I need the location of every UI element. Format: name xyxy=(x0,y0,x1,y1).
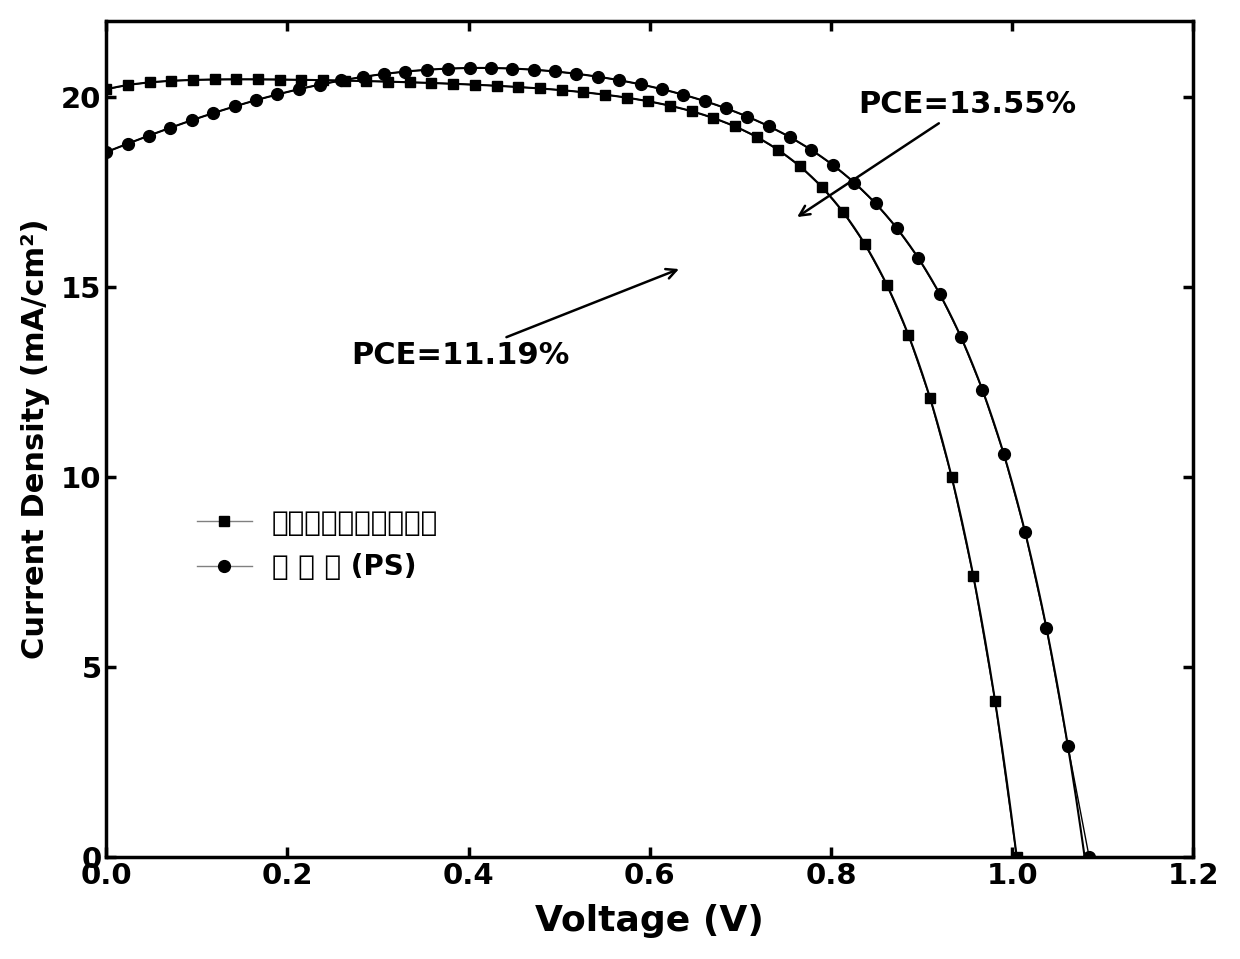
本 发 明 (PS) xyxy=(377,68,392,80)
本 发 明 (PS) xyxy=(526,64,541,76)
本 发 明 (PS) xyxy=(398,66,413,78)
本 发 明 (PS) xyxy=(505,63,520,75)
本 发 明 (PS) xyxy=(484,62,498,74)
现有技术（无界面层） xyxy=(945,472,960,483)
本 发 明 (PS) xyxy=(1039,622,1054,634)
现有技术（无界面层） xyxy=(987,695,1002,707)
现有技术（无界面层） xyxy=(684,105,699,117)
本 发 明 (PS) xyxy=(312,79,327,90)
本 发 明 (PS) xyxy=(185,114,200,126)
现有技术（无界面层） xyxy=(792,160,807,172)
本 发 明 (PS) xyxy=(782,131,797,143)
现有技术（无界面层） xyxy=(229,74,244,85)
现有技术（无界面层） xyxy=(120,80,135,91)
本 发 明 (PS) xyxy=(419,64,434,76)
现有技术（无界面层） xyxy=(662,100,677,111)
现有技术（无界面层） xyxy=(923,392,937,404)
现有技术（无界面层） xyxy=(836,206,851,218)
现有技术（无界面层） xyxy=(771,144,786,155)
本 发 明 (PS) xyxy=(356,71,371,82)
本 发 明 (PS) xyxy=(975,384,990,395)
本 发 明 (PS) xyxy=(227,101,242,112)
本 发 明 (PS) xyxy=(548,66,563,78)
Line: 现有技术（无界面层）: 现有技术（无界面层） xyxy=(102,74,1022,863)
本 发 明 (PS) xyxy=(120,138,135,150)
本 发 明 (PS) xyxy=(634,79,649,90)
本 发 明 (PS) xyxy=(740,111,755,123)
Y-axis label: Current Density (mA/cm²): Current Density (mA/cm²) xyxy=(21,219,50,660)
本 发 明 (PS) xyxy=(99,147,114,158)
本 发 明 (PS) xyxy=(463,62,477,74)
本 发 明 (PS) xyxy=(847,176,862,188)
本 发 明 (PS) xyxy=(889,222,904,234)
现有技术（无界面层） xyxy=(815,181,830,193)
现有技术（无界面层） xyxy=(966,571,981,582)
现有技术（无界面层） xyxy=(467,79,482,90)
本 发 明 (PS) xyxy=(655,83,670,95)
现有技术（无界面层） xyxy=(619,92,634,104)
现有技术（无界面层） xyxy=(901,329,916,340)
本 发 明 (PS) xyxy=(1081,852,1096,863)
现有技术（无界面层） xyxy=(749,131,764,143)
现有技术（无界面层） xyxy=(250,74,265,85)
现有技术（无界面层） xyxy=(575,86,590,98)
本 发 明 (PS) xyxy=(718,103,733,114)
现有技术（无界面层） xyxy=(99,83,114,95)
本 发 明 (PS) xyxy=(440,63,455,75)
本 发 明 (PS) xyxy=(996,448,1011,459)
现有技术（无界面层） xyxy=(598,89,613,101)
现有技术（无界面层） xyxy=(1009,852,1024,863)
现有技术（无界面层） xyxy=(728,121,743,132)
本 发 明 (PS) xyxy=(954,332,968,343)
Line: 本 发 明 (PS): 本 发 明 (PS) xyxy=(100,62,1095,863)
现有技术（无界面层） xyxy=(858,239,873,250)
现有技术（无界面层） xyxy=(424,78,439,89)
本 发 明 (PS) xyxy=(676,89,691,101)
本 发 明 (PS) xyxy=(611,75,626,86)
本 发 明 (PS) xyxy=(804,144,818,155)
现有技术（无界面层） xyxy=(641,96,656,107)
本 发 明 (PS) xyxy=(932,288,947,299)
现有技术（无界面层） xyxy=(381,76,396,87)
本 发 明 (PS) xyxy=(590,71,605,82)
Legend: 现有技术（无界面层）, 本 发 明 (PS): 现有技术（无界面层）, 本 发 明 (PS) xyxy=(186,498,449,593)
本 发 明 (PS) xyxy=(569,68,584,80)
现有技术（无界面层） xyxy=(511,82,526,93)
本 发 明 (PS) xyxy=(248,95,263,106)
现有技术（无界面层） xyxy=(402,77,417,88)
本 发 明 (PS) xyxy=(911,252,926,264)
本 发 明 (PS) xyxy=(868,198,883,209)
本 发 明 (PS) xyxy=(761,121,776,132)
Text: PCE=13.55%: PCE=13.55% xyxy=(800,90,1076,216)
本 发 明 (PS) xyxy=(1018,526,1033,538)
现有技术（无界面层） xyxy=(207,74,222,85)
现有技术（无界面层） xyxy=(164,75,179,86)
现有技术（无界面层） xyxy=(879,279,894,291)
现有技术（无界面层） xyxy=(316,75,331,86)
本 发 明 (PS) xyxy=(206,107,221,119)
本 发 明 (PS) xyxy=(1060,740,1075,752)
本 发 明 (PS) xyxy=(162,122,177,133)
现有技术（无界面层） xyxy=(445,78,460,89)
现有技术（无界面层） xyxy=(294,74,309,85)
现有技术（无界面层） xyxy=(143,77,157,88)
本 发 明 (PS) xyxy=(697,95,712,106)
X-axis label: Voltage (V): Voltage (V) xyxy=(536,904,764,938)
现有技术（无界面层） xyxy=(186,74,201,85)
现有技术（无界面层） xyxy=(706,112,720,124)
现有技术（无界面层） xyxy=(489,80,503,91)
现有技术（无界面层） xyxy=(360,76,374,87)
本 发 明 (PS) xyxy=(141,129,156,141)
现有技术（无界面层） xyxy=(273,74,288,85)
现有技术（无界面层） xyxy=(554,84,569,96)
本 发 明 (PS) xyxy=(291,83,306,95)
现有技术（无界面层） xyxy=(532,82,547,94)
现有技术（无界面层） xyxy=(337,75,352,86)
本 发 明 (PS) xyxy=(826,159,841,171)
Text: PCE=11.19%: PCE=11.19% xyxy=(351,269,676,370)
本 发 明 (PS) xyxy=(270,89,285,101)
本 发 明 (PS) xyxy=(334,75,348,86)
